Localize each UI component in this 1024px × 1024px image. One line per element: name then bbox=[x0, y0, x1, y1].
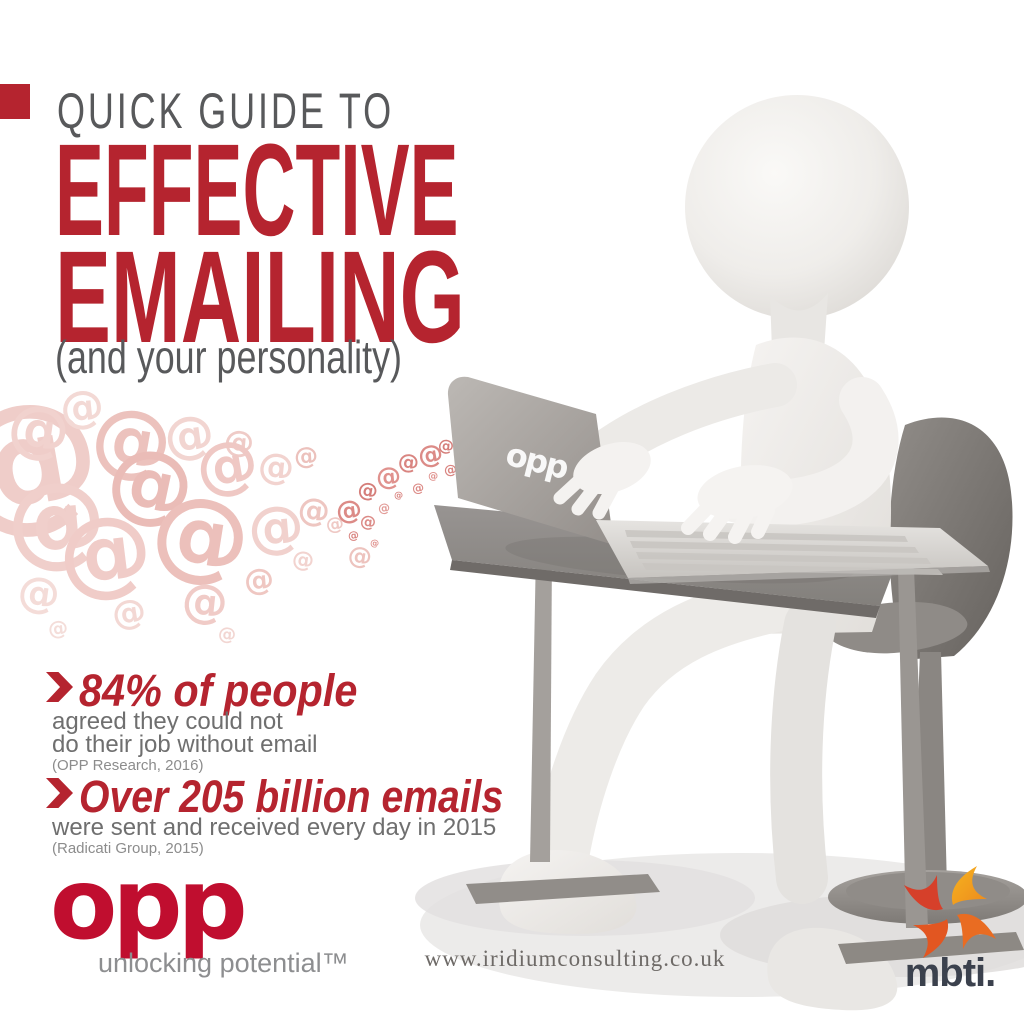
website-url: www.iridiumconsulting.co.uk bbox=[424, 946, 726, 971]
at-symbol: @ bbox=[143, 471, 259, 599]
laptop-lid bbox=[447, 376, 614, 545]
laptop: opp bbox=[447, 376, 990, 584]
stat-1-line-1: agreed they could not bbox=[52, 708, 283, 735]
at-symbol: @ bbox=[245, 492, 307, 563]
at-symbol: @ bbox=[217, 623, 237, 646]
at-symbol: @ bbox=[3, 388, 75, 469]
at-symbol: @ bbox=[256, 445, 297, 490]
opp-logo: opp bbox=[50, 848, 248, 962]
at-symbol: @ bbox=[51, 492, 159, 613]
mbti-star-icon bbox=[904, 866, 996, 958]
chevron-icon bbox=[46, 778, 73, 808]
figure-hands bbox=[553, 442, 793, 544]
stat-2-source: (Radicati Group, 2015) bbox=[52, 840, 204, 857]
title-line-2: EMAILING bbox=[55, 223, 465, 370]
illustration-3d-figure-scene: opp bbox=[415, 95, 1024, 1011]
stat-2-line-1: were sent and received every day in 2015 bbox=[52, 814, 497, 841]
title-line-1: EFFECTIVE bbox=[55, 116, 459, 263]
at-symbol: @ bbox=[190, 423, 264, 506]
subtitle: (and your personality) bbox=[55, 331, 403, 383]
at-symbol: @ bbox=[98, 425, 204, 541]
at-symbol: @ bbox=[242, 561, 276, 600]
stat-1-line-2: do their job without email bbox=[52, 731, 318, 758]
mbti-logo: mbti. bbox=[904, 866, 996, 995]
chevron-icon bbox=[46, 672, 73, 702]
at-symbol: @ bbox=[14, 565, 64, 620]
stat-1-headline: 84% of people bbox=[79, 665, 358, 716]
figure-near-leg bbox=[531, 571, 819, 885]
at-symbol: @ bbox=[84, 386, 180, 493]
figure-head bbox=[685, 95, 909, 319]
stat-2-headline: Over 205 billion emails bbox=[79, 771, 504, 822]
at-symbol: @ bbox=[222, 423, 256, 462]
at-symbol: @ bbox=[295, 489, 333, 531]
figure-far-leg bbox=[770, 599, 836, 904]
at-symbol: @ bbox=[46, 615, 70, 641]
at-symbol: @ bbox=[160, 402, 218, 468]
opp-tagline: unlocking potential™ bbox=[98, 948, 349, 978]
at-symbol: @ bbox=[57, 379, 107, 436]
at-symbol: @ bbox=[293, 441, 319, 471]
stat-1-source: (OPP Research, 2016) bbox=[52, 757, 204, 774]
accent-square bbox=[0, 84, 30, 119]
at-symbol: @ bbox=[0, 361, 114, 559]
at-symbol: @ bbox=[179, 571, 231, 631]
at-symbol: @ bbox=[290, 546, 316, 575]
at-symbol: @ bbox=[109, 590, 149, 636]
mbti-logo-text: mbti. bbox=[905, 951, 996, 995]
kicker-text: QUICK GUIDE TO bbox=[57, 83, 395, 139]
at-symbol: @ bbox=[1, 456, 111, 583]
